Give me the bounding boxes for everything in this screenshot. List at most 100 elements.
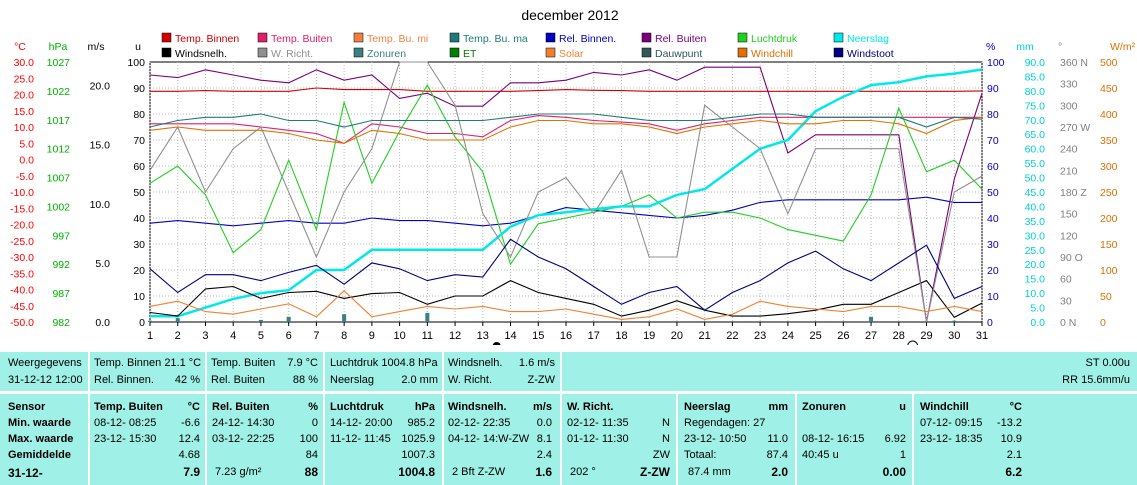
temp-max: 12.4 [178,433,200,445]
zonuren-bar [869,316,874,322]
legend-swatch [161,47,172,58]
deg-tick-label: 240 [1060,144,1078,156]
series-line-luchtdruk [149,83,983,266]
mm-tick-label: 25.0 [1025,245,1046,257]
luchtdruk-text: Luchtdruk 1004.8 hPa [330,357,438,369]
wm2-tick-label: 0 [1100,317,1106,329]
mm-tick-label: 50.0 [1025,173,1046,185]
x-tick-label: 14 [504,330,516,342]
legend-swatch [737,47,748,58]
legend-label: Luchtdruk [751,33,798,45]
u-tick-label: 70 [133,135,145,147]
temp-tick-label: -45.0 [10,301,34,313]
legend-label: Temp. Buiten [271,33,332,45]
full-moon-icon [907,340,919,345]
legend-swatch [833,32,844,43]
col-temp-unit: °C [187,401,200,413]
deg-axis-unit: ° [1058,41,1062,53]
rel-min: 0 [311,417,318,429]
neer-regendagen: Regendagen: 27 [684,417,766,429]
x-tick-label: 20 [671,330,683,342]
zon-current: 0.00 [882,465,906,479]
pct-tick-label: 60 [987,161,999,173]
legend-label: Temp. Bu. mi [367,33,428,45]
deg-tick-label: 60 [1060,274,1072,286]
pct-tick-label: 0 [987,317,993,329]
legend-swatch [353,32,364,43]
legend-swatch [737,32,748,43]
temp-min: -6.6 [181,417,200,429]
info-datetime: 31-12-12 12:00 [8,374,83,386]
col-rel-unit: % [308,401,318,413]
rel-current: 88 [304,465,318,479]
x-tick-label: 8 [341,330,347,342]
wm2-tick-label: 250 [1100,187,1118,199]
rr-value: RR 15.6mm/u [1062,374,1130,386]
u-tick-label: 100 [127,57,145,69]
ms-axis-unit: m/s [88,41,105,53]
temp-tick-label: 0.0 [19,155,34,167]
new-moon-icon [492,342,501,345]
wm2-tick-label: 450 [1100,83,1118,95]
col-richt-header: W. Richt. [567,401,614,413]
temp-tick-label: -50.0 [10,317,34,329]
lucht-avg: 1007.3 [401,449,435,461]
hpa-axis-unit: hPa [49,41,68,53]
rel-buiten-label: Rel. Buiten [211,374,265,386]
temp-tick-label: -25.0 [10,236,34,248]
ms-tick-label: 15.0 [90,140,111,152]
x-tick-label: 4 [230,330,236,342]
x-tick-label: 15 [532,330,544,342]
neerslag-label: Neerslag [330,374,375,386]
legend-label: Rel. Buiten [655,33,707,45]
col-chill-header: Windchill [920,401,969,413]
x-tick-label: 2 [175,330,181,342]
ms-tick-label: 20.0 [90,81,111,93]
temp-tick-label: -5.0 [16,171,34,183]
legend-label: ET [463,48,477,60]
row-max: Max. waarde [8,433,74,445]
u-tick-label: 0 [139,317,145,329]
mm-tick-label: 40.0 [1025,201,1046,213]
pct-tick-label: 50 [987,187,999,199]
pct-axis-unit: % [986,41,995,53]
richt-max: N [662,433,670,445]
richt-min-date: 02-12- 11:35 [567,417,629,429]
windsnelh-value: 1.6 m/s [518,357,555,369]
u-tick-label: 40 [133,213,145,225]
richt-min: N [662,417,670,429]
x-tick-label: 5 [258,330,264,342]
legend-label: Temp. Binnen [175,33,239,45]
temp-tick-label: 5.0 [19,138,34,150]
deg-tick-label: 270 W [1060,122,1090,134]
x-tick-label: 13 [477,330,489,342]
mm-tick-label: 5.0 [1030,303,1045,315]
wm2-tick-label: 400 [1100,109,1118,121]
u-tick-label: 60 [133,161,145,173]
richt-max-date: 01-12- 11:30 [567,433,629,445]
hpa-tick-label: 987 [52,288,70,300]
col-wind-unit: m/s [533,401,552,413]
u-tick-label: 80 [133,109,145,121]
legend-label: Temp. Bu. ma [463,33,528,45]
col-neer-header: Neerslag [684,401,731,413]
wricht-label: W. Richt. [448,374,493,386]
lucht-max-date: 11-12- 11:45 [330,433,391,445]
legend-label: Zonuren [367,48,406,60]
deg-tick-label: 120 [1060,230,1078,242]
legend-swatch [161,32,172,43]
hpa-tick-label: 1027 [47,57,71,69]
x-tick-label: 29 [920,330,932,342]
wm2-tick-label: 500 [1100,57,1118,69]
legend-label: Rel. Binnen. [559,33,616,45]
x-tick-label: 21 [699,330,711,342]
legend-label: Neerslag [847,33,889,45]
u-tick-label: 50 [133,187,145,199]
pct-tick-label: 30 [987,239,999,251]
legend-label: Dauwpunt [655,48,702,60]
u-tick-label: 20 [133,265,145,277]
mm-tick-label: 15.0 [1025,274,1046,286]
mm-tick-label: 55.0 [1025,158,1046,170]
chill-min: -13.2 [996,417,1022,429]
zonuren-bar [342,314,347,322]
